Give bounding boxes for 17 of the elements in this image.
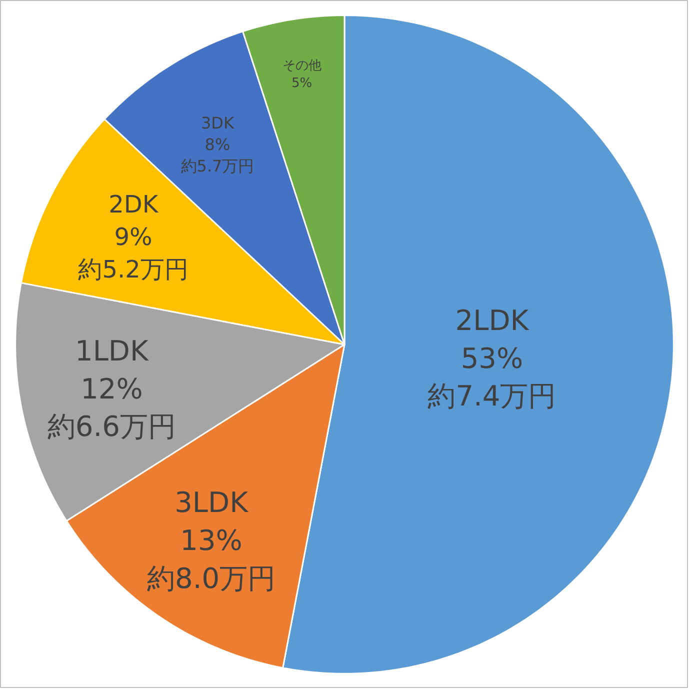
data-label: 9% bbox=[114, 222, 152, 251]
text: 約8.0万円 bbox=[147, 562, 276, 595]
text: 約6.6万円 bbox=[47, 410, 176, 444]
text: 約5.2万円 bbox=[78, 255, 188, 284]
slice-label: 1LDK bbox=[75, 334, 149, 368]
slice-label: 2LDK bbox=[455, 304, 530, 338]
data-label: 13% bbox=[180, 524, 242, 558]
data-label: 8% bbox=[204, 134, 230, 154]
slice-label: 3DK bbox=[201, 113, 235, 132]
text: 約7.4万円 bbox=[428, 380, 556, 413]
slice-label: 3LDK bbox=[174, 486, 249, 520]
data-label: 5% bbox=[291, 76, 312, 91]
text: 約5.7万円 bbox=[180, 156, 254, 176]
data-label: 12% bbox=[80, 372, 143, 406]
slice-label: 2DK bbox=[108, 190, 160, 218]
data-label: 53% bbox=[460, 342, 524, 375]
slice-label: その他 bbox=[282, 58, 322, 74]
